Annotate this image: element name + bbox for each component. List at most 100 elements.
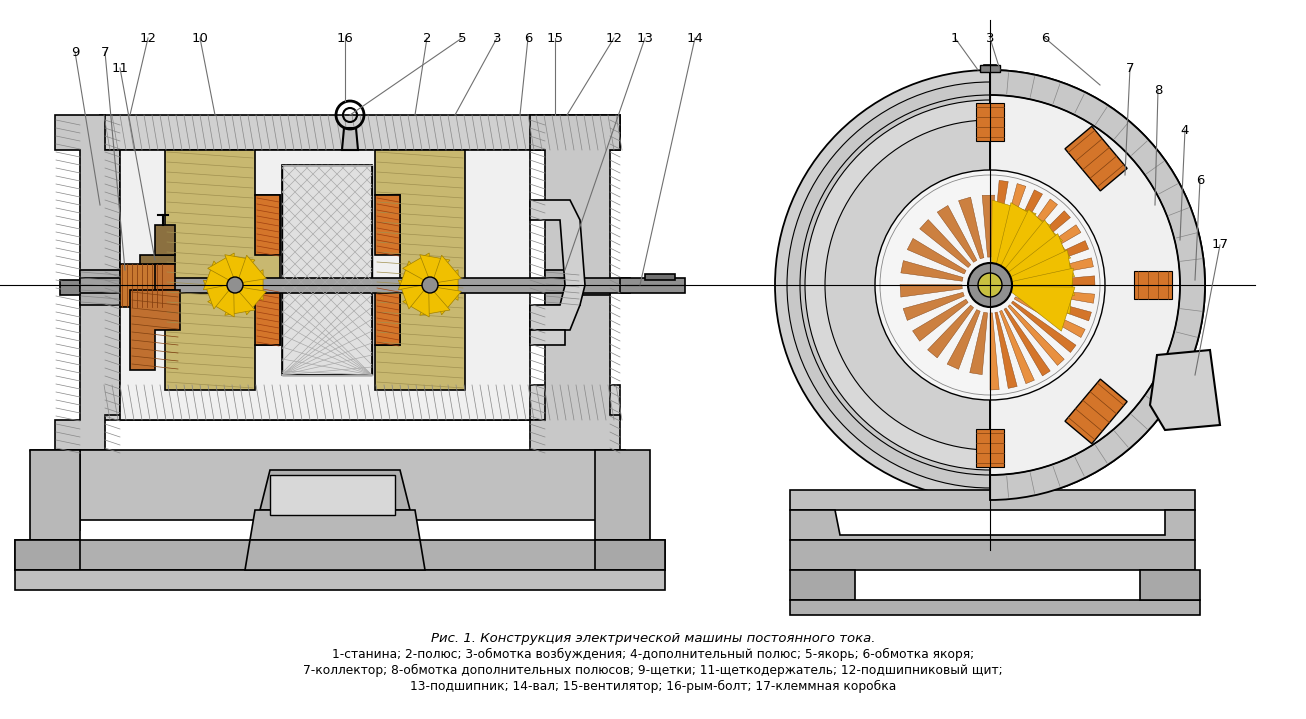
Text: 8: 8 (1153, 83, 1162, 96)
Polygon shape (1017, 288, 1094, 303)
Polygon shape (225, 255, 255, 279)
Polygon shape (996, 203, 1051, 267)
Polygon shape (246, 540, 424, 570)
Text: 3: 3 (492, 32, 502, 45)
Polygon shape (620, 278, 686, 293)
Polygon shape (80, 270, 120, 305)
Polygon shape (398, 261, 424, 290)
Polygon shape (120, 264, 165, 307)
Wedge shape (825, 120, 990, 450)
Polygon shape (249, 510, 421, 540)
Polygon shape (982, 195, 995, 257)
Polygon shape (790, 510, 1195, 540)
Polygon shape (375, 285, 400, 345)
Polygon shape (30, 450, 80, 540)
Polygon shape (204, 280, 230, 309)
Polygon shape (998, 183, 1027, 259)
Polygon shape (165, 150, 279, 390)
Polygon shape (990, 313, 999, 390)
Polygon shape (1140, 570, 1200, 600)
Polygon shape (80, 278, 629, 293)
Polygon shape (1064, 379, 1127, 444)
Polygon shape (959, 197, 983, 259)
Polygon shape (225, 291, 255, 316)
Polygon shape (1015, 297, 1085, 337)
Polygon shape (242, 270, 263, 301)
Polygon shape (101, 115, 620, 150)
Polygon shape (1003, 220, 1071, 273)
Polygon shape (1010, 286, 1075, 331)
Text: 6: 6 (1041, 32, 1049, 45)
Polygon shape (55, 115, 120, 450)
Polygon shape (140, 255, 175, 264)
Polygon shape (790, 570, 855, 600)
Polygon shape (913, 299, 968, 342)
Wedge shape (804, 100, 990, 470)
Polygon shape (596, 540, 665, 570)
Polygon shape (790, 540, 1195, 570)
Polygon shape (908, 239, 966, 274)
Polygon shape (999, 311, 1034, 384)
Polygon shape (402, 253, 430, 280)
Text: 13: 13 (636, 32, 653, 45)
Polygon shape (60, 280, 80, 295)
Polygon shape (947, 310, 981, 370)
Polygon shape (239, 255, 266, 283)
Polygon shape (530, 200, 585, 330)
Polygon shape (919, 219, 970, 267)
Polygon shape (1007, 234, 1075, 278)
Polygon shape (255, 195, 279, 255)
Polygon shape (1017, 276, 1094, 285)
Polygon shape (398, 280, 424, 309)
Text: 11: 11 (111, 62, 128, 75)
Polygon shape (645, 274, 675, 280)
Polygon shape (993, 180, 1008, 257)
Polygon shape (1015, 241, 1089, 275)
Polygon shape (790, 600, 1200, 615)
Text: 17: 17 (1212, 239, 1229, 252)
Text: 12: 12 (606, 32, 623, 45)
Polygon shape (995, 312, 1017, 388)
Polygon shape (1008, 305, 1064, 365)
Polygon shape (1011, 301, 1076, 352)
Polygon shape (260, 470, 410, 510)
Polygon shape (976, 103, 1004, 141)
Polygon shape (419, 291, 451, 316)
Polygon shape (131, 290, 180, 370)
Circle shape (227, 277, 243, 293)
Polygon shape (1013, 225, 1081, 271)
Text: 15: 15 (546, 32, 563, 45)
Polygon shape (120, 150, 530, 420)
Polygon shape (402, 290, 430, 317)
Polygon shape (1017, 258, 1093, 280)
Polygon shape (1134, 271, 1171, 299)
Polygon shape (545, 270, 580, 305)
Polygon shape (1000, 209, 1063, 270)
Polygon shape (155, 225, 175, 255)
Polygon shape (55, 450, 626, 520)
Polygon shape (976, 429, 1004, 467)
Polygon shape (1064, 127, 1127, 191)
Polygon shape (255, 285, 279, 345)
Text: 1-станина; 2-полюс; 3-обмотка возбуждения; 4-дополнительный полюс; 5-якорь; 6-об: 1-станина; 2-полюс; 3-обмотка возбуждени… (332, 648, 974, 661)
Text: 2: 2 (423, 32, 431, 45)
Circle shape (422, 277, 438, 293)
Text: 5: 5 (457, 32, 466, 45)
Text: 10: 10 (192, 32, 209, 45)
Polygon shape (900, 285, 963, 297)
Polygon shape (530, 330, 565, 345)
Polygon shape (375, 195, 400, 255)
Polygon shape (980, 65, 1000, 72)
Polygon shape (1008, 250, 1075, 296)
Polygon shape (14, 540, 665, 570)
Polygon shape (14, 540, 80, 570)
Polygon shape (375, 150, 465, 390)
Polygon shape (938, 206, 977, 262)
Text: 3: 3 (986, 32, 994, 45)
Text: 7: 7 (101, 45, 110, 58)
Polygon shape (1002, 190, 1042, 261)
Polygon shape (155, 264, 175, 290)
Polygon shape (1004, 308, 1050, 376)
Polygon shape (983, 65, 996, 70)
Text: 6: 6 (524, 32, 532, 45)
